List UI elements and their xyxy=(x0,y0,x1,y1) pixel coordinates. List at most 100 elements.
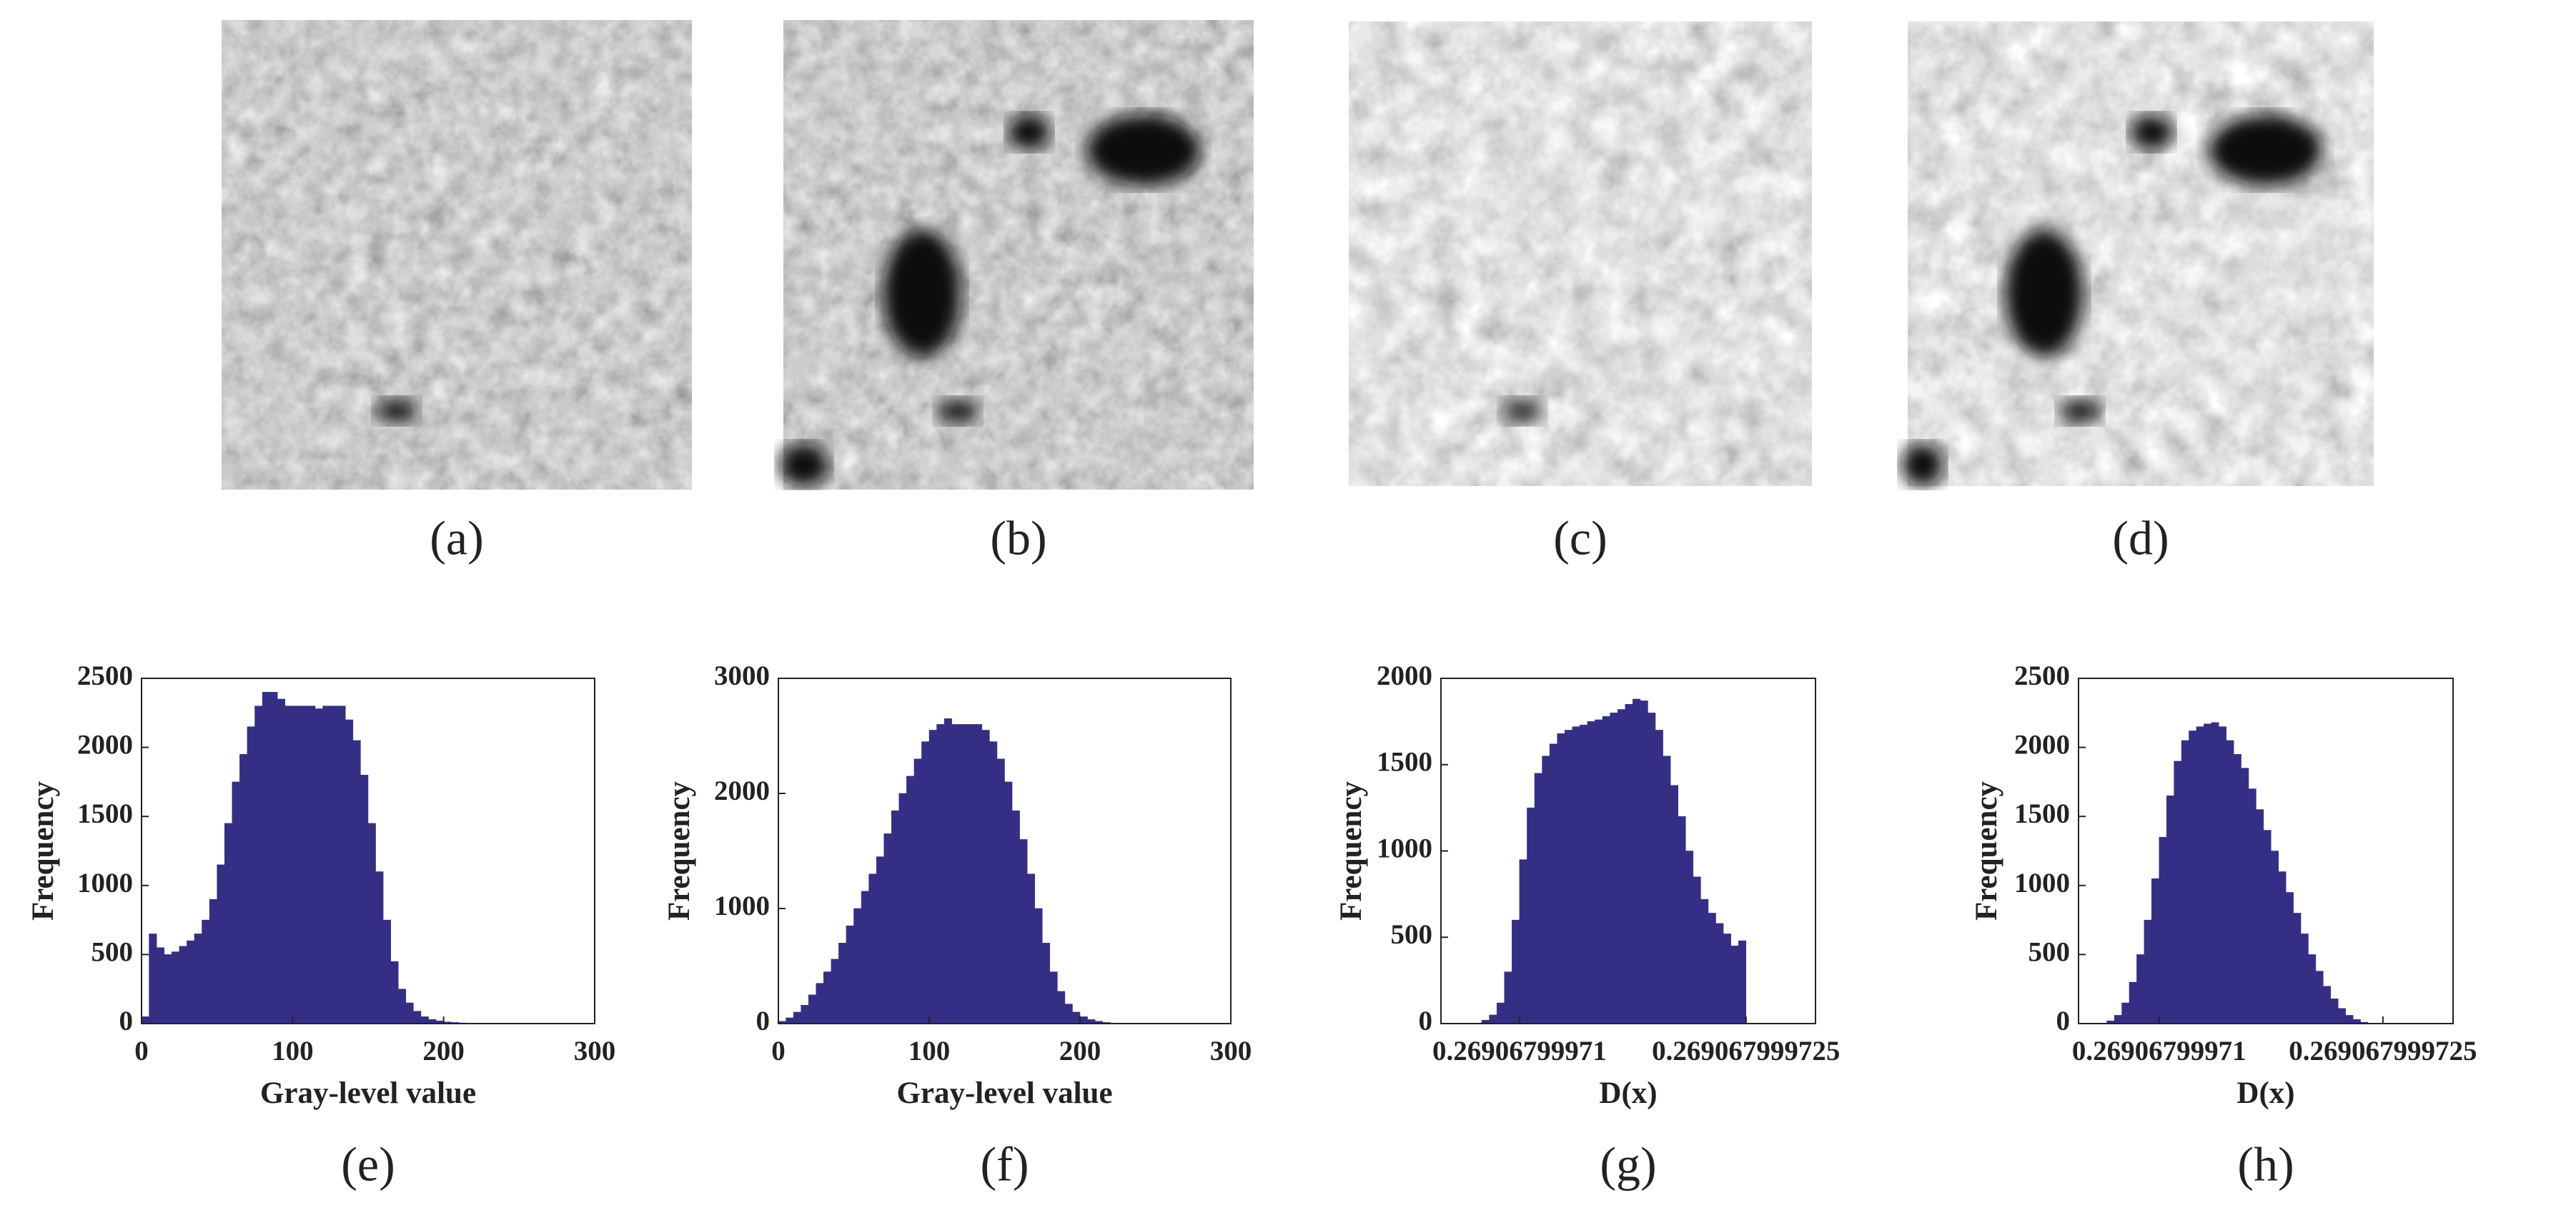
histogram-bar xyxy=(2196,726,2204,1024)
x-tick-label: 200 xyxy=(1059,1036,1101,1066)
y-tick-label: 0 xyxy=(756,1006,771,1036)
y-tick-label: 1500 xyxy=(1377,747,1432,778)
x-tick-label: 0 xyxy=(771,1036,786,1066)
histogram-bar xyxy=(1019,839,1028,1024)
axes-frame xyxy=(2078,678,2454,1024)
histogram-bar xyxy=(2248,788,2257,1024)
histogram-bar xyxy=(846,925,854,1024)
histogram-bar xyxy=(801,1004,809,1024)
histogram-bar xyxy=(247,726,255,1024)
y-axis-label: Frequency xyxy=(663,781,696,921)
histogram-bar xyxy=(172,951,180,1024)
histogram-bar xyxy=(793,1011,801,1024)
histogram-bar xyxy=(1640,700,1648,1024)
histogram-bar xyxy=(277,698,286,1024)
histogram-bar xyxy=(1527,807,1535,1024)
histogram-bar xyxy=(2285,892,2294,1024)
histogram-bar xyxy=(2136,954,2145,1024)
histogram-bar xyxy=(936,724,945,1024)
histogram-bar xyxy=(2308,954,2317,1024)
histogram-bar xyxy=(921,741,930,1024)
histogram-bar xyxy=(2181,740,2189,1024)
histogram-bar xyxy=(1534,773,1542,1024)
histogram-bar xyxy=(2144,919,2152,1024)
histogram-bar xyxy=(2218,726,2226,1024)
histogram-bar xyxy=(390,961,399,1024)
histogram-bar xyxy=(883,833,892,1024)
histogram-bar xyxy=(1587,721,1595,1024)
histogram-bar xyxy=(2293,913,2302,1024)
histogram-bar xyxy=(1572,726,1580,1024)
y-tick-label: 500 xyxy=(91,936,134,967)
x-tick-label: 100 xyxy=(908,1036,951,1066)
histogram-bar xyxy=(1504,971,1512,1024)
histogram-bar xyxy=(2174,761,2182,1024)
histogram-bar xyxy=(337,705,346,1024)
histogram-bar xyxy=(786,1017,794,1024)
x-tick-label: 0.26906799971 xyxy=(1432,1036,1607,1066)
y-tick-label: 2000 xyxy=(2014,730,2070,761)
histogram-bar xyxy=(1723,934,1731,1024)
histogram-bar xyxy=(974,724,983,1024)
y-axis-label: Frequency xyxy=(1334,781,1368,921)
x-tick-label: 0.269067999725 xyxy=(1652,1036,1840,1066)
histogram-bar xyxy=(367,823,376,1024)
histogram-bar xyxy=(1617,709,1626,1024)
histogram-bar xyxy=(224,823,233,1024)
histogram-bar xyxy=(966,724,975,1024)
histogram-bar xyxy=(1633,698,1641,1024)
histogram-bar xyxy=(330,705,338,1024)
histogram-bar xyxy=(307,705,316,1024)
histogram-bar xyxy=(254,705,263,1024)
x-axis-label: D(x) xyxy=(2236,1076,2294,1110)
histogram-bar xyxy=(1685,851,1694,1024)
y-tick-label: 2500 xyxy=(77,660,133,691)
histogram-bar xyxy=(2241,768,2249,1024)
y-tick-label: 1500 xyxy=(77,798,133,829)
histogram-bar xyxy=(2315,971,2324,1024)
y-tick-label: 1000 xyxy=(77,868,133,898)
histogram-bar xyxy=(239,754,248,1024)
histogram-bar xyxy=(1715,923,1724,1024)
histogram-bar xyxy=(292,705,301,1024)
histogram-bar xyxy=(314,708,323,1024)
histogram-bar xyxy=(898,793,907,1024)
histogram-bar xyxy=(1625,703,1633,1024)
histogram-bar xyxy=(164,954,172,1024)
x-tick-label: 100 xyxy=(272,1036,314,1066)
histogram-bar xyxy=(996,758,1005,1024)
histogram-bar xyxy=(194,934,202,1024)
histogram-bar xyxy=(382,919,391,1024)
x-tick-label: 0.269067999725 xyxy=(2289,1036,2477,1066)
caption: (f) xyxy=(981,1137,1029,1192)
histogram-bar xyxy=(405,1002,414,1024)
image-c xyxy=(1349,21,1812,486)
caption: (e) xyxy=(341,1137,395,1192)
histogram-bar xyxy=(2226,740,2234,1024)
histogram-bar xyxy=(1549,743,1557,1024)
histogram-bar xyxy=(1004,781,1013,1024)
histogram-bar xyxy=(989,741,998,1024)
caption: (c) xyxy=(1553,511,1607,565)
histogram-bar xyxy=(1648,713,1656,1024)
histogram-bar xyxy=(1557,733,1565,1024)
histogram-bar xyxy=(2338,1008,2346,1024)
histogram-bar xyxy=(2166,795,2174,1024)
histogram-bar xyxy=(413,1011,422,1024)
histogram-bar xyxy=(262,692,270,1024)
histogram-bar xyxy=(1678,816,1686,1024)
y-tick-label: 2000 xyxy=(77,730,133,761)
histogram-bar xyxy=(816,983,824,1024)
caption: (a) xyxy=(430,511,483,565)
histogram-bar xyxy=(1565,730,1573,1024)
histogram-bar xyxy=(2204,723,2212,1024)
histogram-bar xyxy=(375,871,384,1024)
histogram-bar xyxy=(1602,716,1610,1024)
histogram-bar xyxy=(853,908,862,1024)
y-tick-label: 0 xyxy=(2056,1006,2071,1036)
histogram-bar xyxy=(2300,934,2309,1024)
histogram-bar xyxy=(1708,913,1716,1024)
histogram-bar xyxy=(2323,986,2332,1024)
histogram-bar xyxy=(831,959,839,1024)
histogram-bar xyxy=(1057,991,1066,1024)
